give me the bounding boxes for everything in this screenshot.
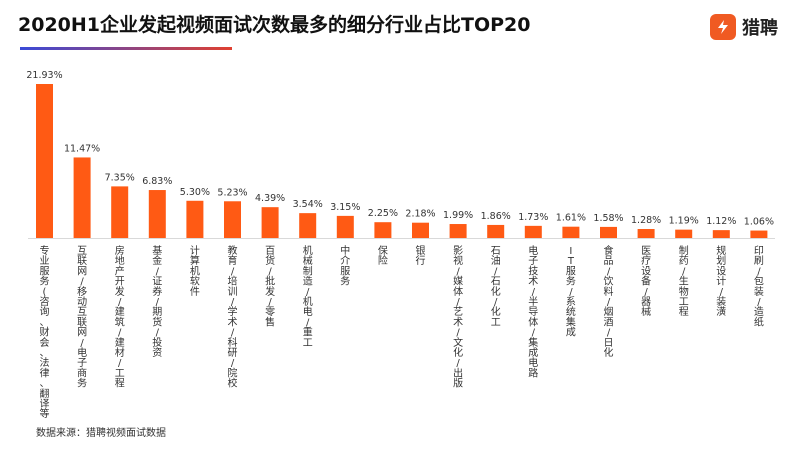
bar — [449, 224, 467, 238]
bar — [675, 229, 693, 238]
bar — [111, 186, 129, 238]
category-label: 基金/证券/期货/投资 — [152, 244, 162, 359]
category-label: 保险 — [378, 244, 388, 267]
category-label: 房地产开发/建筑/建材/工程 — [115, 244, 125, 390]
category-label: 百货/批发/零售 — [265, 245, 275, 328]
bar-value-label: 11.47% — [64, 143, 100, 154]
bar — [36, 84, 53, 238]
bar-chart: 21.93% 专业服务(咨询、财会、法律、翻译等) 11.47% 互联网/移动互联网/… — [26, 70, 775, 420]
bar-value-label: 1.73% — [518, 212, 548, 223]
bar-value-label: 1.61% — [556, 213, 586, 224]
category-label: 专业服务(咨询、财会、法律、翻译等) — [40, 244, 50, 420]
category-label: 互联网/移动互联网/电子商务 — [77, 245, 87, 390]
category-label: 机械制造/机电/重工 — [303, 244, 313, 349]
brand-logo: 猎聘 — [710, 14, 778, 40]
category-label: I T 服务/系统集成 — [566, 246, 576, 339]
bar — [73, 157, 91, 238]
bar-value-label: 1.06% — [744, 217, 774, 228]
brand-logo-icon — [710, 14, 736, 40]
bar-value-label: 7.35% — [105, 172, 135, 183]
bar-value-label: 21.93% — [26, 70, 62, 81]
bar-value-label: 1.58% — [593, 213, 623, 224]
category-label: 石油/石化/化工 — [491, 246, 501, 328]
chart-title: 2020H1企业发起视频面试次数最多的细分行业占比TOP20 — [18, 14, 531, 36]
bar — [712, 230, 730, 238]
category-label: 规划设计/装潢 — [716, 244, 726, 318]
category-label: 中介服务 — [340, 244, 350, 288]
category-label: 银行 — [416, 244, 426, 267]
bar — [487, 224, 505, 238]
bar — [600, 226, 617, 238]
category-label: 食品/饮料/烟酒/日化 — [604, 244, 614, 359]
category-label: 影视/媒体/艺术/文化/出版 — [453, 245, 463, 390]
bar — [186, 200, 204, 238]
bar-value-label: 3.54% — [293, 199, 323, 210]
bar-value-label: 2.18% — [405, 209, 435, 220]
bar-value-label: 5.30% — [180, 187, 210, 198]
bar — [261, 207, 279, 238]
bar — [562, 226, 580, 238]
category-label: 医疗设备/器械 — [641, 245, 651, 318]
bar — [224, 201, 241, 238]
bar-value-label: 1.12% — [706, 216, 736, 227]
category-label: 教育/培训/学术/科研/院校 — [228, 244, 238, 390]
data-source: 数据来源：猎聘视频面试数据 — [36, 428, 166, 439]
category-label: 制药/生物工程 — [679, 244, 689, 318]
bar — [299, 213, 317, 238]
bar-value-label: 1.28% — [631, 215, 661, 226]
bar-value-label: 6.83% — [142, 176, 172, 187]
bar — [148, 190, 166, 238]
bar-value-label: 2.25% — [368, 208, 398, 219]
brand-name: 猎聘 — [742, 18, 778, 39]
bar-value-label: 3.15% — [330, 202, 360, 213]
category-label: 电子技术/半导体/集成电路 — [528, 244, 538, 379]
title-underline — [20, 47, 232, 50]
bar — [524, 225, 542, 238]
bar-value-label: 1.86% — [481, 211, 511, 222]
bar-value-label: 1.19% — [669, 216, 699, 227]
bar — [336, 215, 354, 238]
category-label: 印刷/包装/造纸 — [754, 245, 764, 328]
bar — [750, 230, 768, 238]
bar — [412, 222, 429, 238]
bar — [637, 229, 655, 238]
bar-value-label: 4.39% — [255, 193, 285, 204]
bar — [374, 222, 392, 238]
bar-value-label: 1.99% — [443, 210, 473, 221]
bar-value-label: 5.23% — [217, 187, 247, 198]
category-label: 计算机软件 — [190, 244, 200, 298]
